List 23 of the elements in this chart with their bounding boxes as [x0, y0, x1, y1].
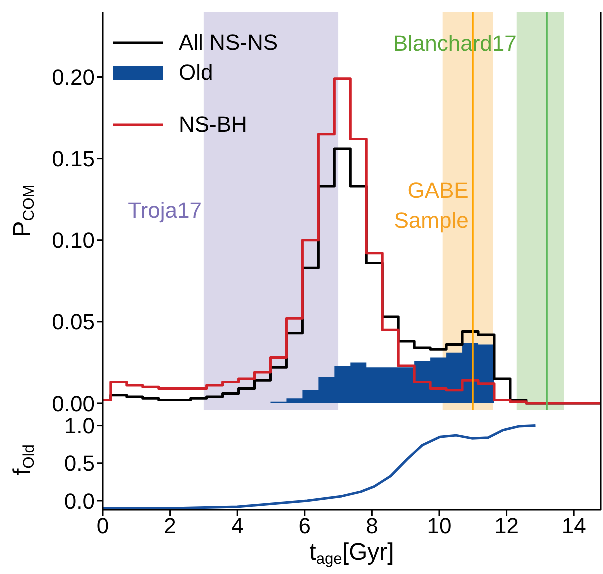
y-tick-label: 0.15	[52, 146, 95, 172]
x-tick-label: 6	[298, 514, 312, 539]
y-tick-label: 0.5	[64, 451, 95, 476]
x-tick-label: 12	[494, 514, 520, 539]
legend-label: Old	[179, 60, 214, 86]
y-tick-label: 0.10	[52, 228, 95, 254]
x-tick-label: 2	[164, 514, 176, 539]
x-tick-label: 14	[562, 514, 586, 539]
y-tick-label: 0.00	[52, 391, 95, 416]
x-axis-title: t$_{age}$[Gyr]	[310, 539, 394, 568]
x-tick-label: 10	[427, 514, 452, 539]
y-tick-label: 0.0	[64, 488, 95, 514]
y-tick-label: 0.20	[52, 65, 95, 90]
y-tick-label: 0.05	[52, 310, 95, 335]
x-tick-label: 0	[96, 514, 110, 539]
line-series	[103, 424, 537, 510]
band-label: Troja17	[128, 198, 202, 223]
legend-label: All NS-NS	[179, 30, 278, 56]
x-tick-label: 4	[231, 514, 244, 539]
legend-label: NS-BH	[179, 112, 248, 138]
y-tick-label: 1.0	[64, 414, 95, 439]
band-label: GABE Sample	[394, 178, 469, 233]
x-tick-label: 8	[366, 514, 378, 539]
